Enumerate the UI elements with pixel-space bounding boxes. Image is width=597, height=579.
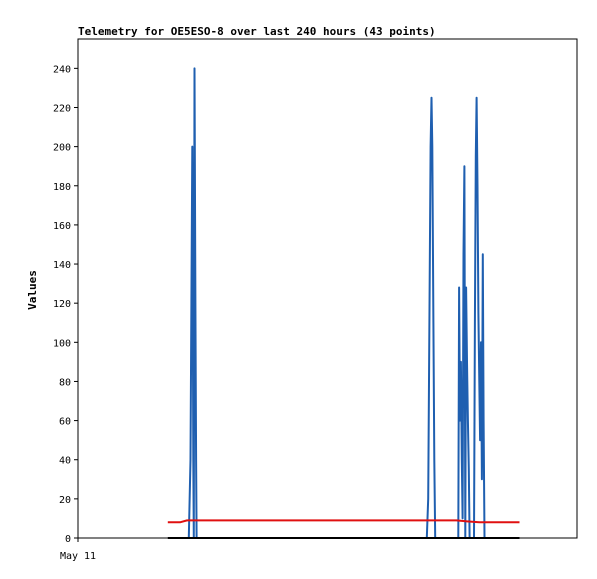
y-axis-label: Values [26,270,39,310]
plot-frame [77,38,578,539]
y-tick-label: 80 [59,377,71,388]
y-tick-label: 100 [53,338,71,349]
y-tick-label: 160 [53,221,71,232]
y-tick-label: 0 [65,534,71,545]
y-tick-label: 40 [59,456,71,467]
y-axis: 0 20 40 60 80 100 120 140 160 180 200 220 240 [53,64,78,545]
series-line-1 [187,67,486,539]
y-tick-label: 180 [53,182,71,193]
y-tick-label: 220 [53,103,71,114]
y-tick-label: 60 [59,417,71,428]
y-tick-label: 20 [59,495,71,506]
y-tick-label: 120 [53,299,71,310]
y-tick-label: 140 [53,260,71,271]
chart-title: Telemetry for OE5ESO-8 over last 240 hou… [78,25,436,38]
series-layer [167,67,520,539]
x-axis: May 11 [60,538,96,562]
x-tick-label: May 11 [60,551,96,562]
y-tick-label: 200 [53,143,71,154]
series-line-2 [167,519,520,524]
y-tick-label: 240 [53,64,71,75]
